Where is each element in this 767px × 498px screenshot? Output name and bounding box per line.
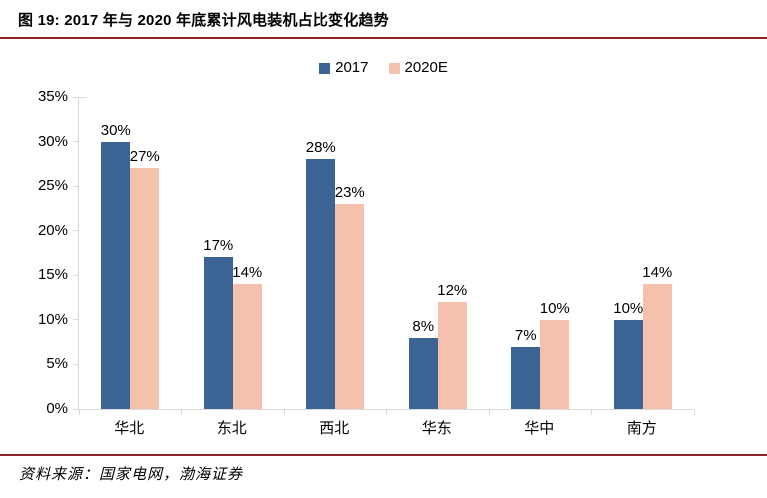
y-axis-label: 25%: [37, 177, 68, 195]
x-axis-tick: [693, 410, 695, 415]
plot-area: 30% 17% 28% 8% 7% 10% 27% 14% 23% 12% 10% 14%: [73, 96, 695, 415]
data-label-2020e-华东: 12%: [437, 282, 468, 300]
x-axis-tick: [283, 410, 285, 415]
legend-label: 2020E: [404, 59, 448, 76]
y-axis-label: 15%: [37, 266, 68, 284]
data-label-2017-西北: 28%: [305, 139, 336, 157]
bar-2020e-西北: [335, 203, 365, 409]
data-label-2020e-华北: 27%: [129, 148, 160, 166]
bar-2020e-东北: [232, 284, 262, 409]
data-label-2017-华中: 7%: [514, 326, 537, 344]
y-axis-tick: [73, 319, 78, 321]
legend-label: 2017: [335, 59, 369, 76]
y-axis-tick: [73, 230, 78, 232]
x-axis-label-华东: 华东: [421, 420, 452, 437]
data-label-2017-华北: 30%: [100, 121, 131, 139]
x-axis-tick: [78, 410, 80, 415]
bar-2017-东北: [203, 257, 233, 409]
axis-corner-tick: [79, 97, 87, 98]
figure-title: 图 19: 2017 年与 2020 年底累计风电装机占比变化趋势: [18, 12, 389, 29]
y-axis-label: 5%: [46, 355, 68, 373]
data-label-2020e-南方: 14%: [642, 264, 673, 282]
legend-item-2017: 2017: [319, 59, 369, 77]
legend-item-2020e: 2020E: [388, 59, 448, 77]
x-axis-label-华中: 华中: [524, 420, 555, 437]
bar-2020e-华北: [130, 168, 160, 409]
data-label-2017-南方: 10%: [613, 299, 644, 317]
x-axis-label-东北: 东北: [216, 420, 247, 437]
chart-legend: 2017 2020E: [0, 59, 767, 77]
x-axis-tick: [591, 410, 592, 415]
y-axis-tick: [73, 408, 78, 410]
x-axis-label-南方: 南方: [626, 420, 657, 437]
footer-divider-line: [0, 454, 767, 456]
y-axis-tick: [73, 141, 78, 143]
y-axis-label: 0%: [46, 400, 68, 417]
y-axis-tick: [73, 96, 78, 98]
bar-2020e-华中: [540, 319, 570, 409]
bar-2020e-南方: [642, 284, 672, 409]
bar-2017-南方: [613, 319, 643, 409]
x-axis-tick: [488, 410, 490, 415]
y-axis-tick: [73, 274, 78, 276]
data-label-2020e-西北: 23%: [334, 183, 365, 201]
bar-2017-华中: [511, 346, 541, 409]
title-divider-line: [0, 37, 767, 39]
x-axis-label-华北: 华北: [114, 420, 145, 437]
y-axis-label: 10%: [37, 310, 68, 328]
bar-2017-西北: [306, 159, 336, 409]
legend-swatch-icon: [319, 62, 331, 74]
y-axis-tick: [73, 185, 78, 187]
data-label-2020e-华中: 10%: [539, 299, 570, 317]
data-label-2020e-东北: 14%: [232, 264, 263, 282]
source-note: 资料来源：国家电网，渤海证券: [19, 466, 244, 483]
x-axis-tick: [386, 410, 387, 415]
data-label-2017-东北: 17%: [203, 237, 234, 255]
data-label-2017-华东: 8%: [412, 317, 435, 335]
x-axis-tick: [181, 410, 182, 415]
bar-2017-华北: [101, 141, 131, 409]
legend-swatch-icon: [388, 62, 400, 74]
y-axis-label: 20%: [37, 221, 68, 239]
y-axis-label: 35%: [37, 88, 68, 105]
bar-2020e-华东: [437, 302, 467, 409]
x-axis-label-西北: 西北: [319, 420, 350, 437]
bar-2017-华东: [408, 337, 438, 409]
y-axis-tick: [73, 363, 78, 365]
y-axis-label: 30%: [37, 132, 68, 150]
